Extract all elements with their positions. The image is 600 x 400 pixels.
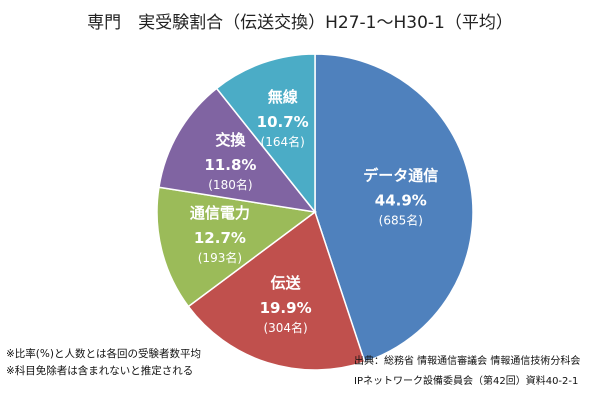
slice-count-radio: (164名) <box>261 134 305 149</box>
slice-percent-telecom-power: 12.7% <box>194 229 246 247</box>
slice-label-radio: 無線 <box>268 88 298 106</box>
slice-percent-radio: 10.7% <box>257 113 309 131</box>
pie-slice-telecom-power <box>156 186 317 308</box>
pie-slice-data-comm <box>314 53 474 363</box>
pie-slice-switching <box>158 87 317 214</box>
note-ratio: ※比率(%)と人数とは各回の受験者数平均 <box>6 348 201 360</box>
slice-label-switching: 交換 <box>215 131 246 149</box>
slice-label-telecom-power: 通信電力 <box>190 204 250 222</box>
slice-count-data-comm: (685名) <box>379 213 423 228</box>
slice-count-switching: (180名) <box>208 177 252 192</box>
pie-slice-radio <box>215 53 316 215</box>
slice-percent-transmission: 19.9% <box>260 299 312 317</box>
pie-slice-transmission <box>187 210 366 371</box>
slice-percent-switching: 11.8% <box>204 156 256 174</box>
slice-label-data-comm: データ通信 <box>363 167 438 185</box>
slice-count-transmission: (304名) <box>263 320 307 335</box>
slice-label-transmission: 伝送 <box>271 274 302 292</box>
slice-count-telecom-power: (193名) <box>198 250 242 265</box>
slice-percent-data-comm: 44.9% <box>375 192 427 210</box>
source-line-2: IPネットワーク設備委員会（第42回）資料40-2-1 <box>354 376 579 387</box>
chart-title: 専門 実受験割合（伝送交換）H27-1～H30-1（平均） <box>87 13 513 33</box>
source-line-1: 出典：総務省 情報通信審議会 情報通信技術分科会 <box>354 356 581 367</box>
note-exemption: ※科目免除者は含まれないと推定される <box>6 365 194 377</box>
